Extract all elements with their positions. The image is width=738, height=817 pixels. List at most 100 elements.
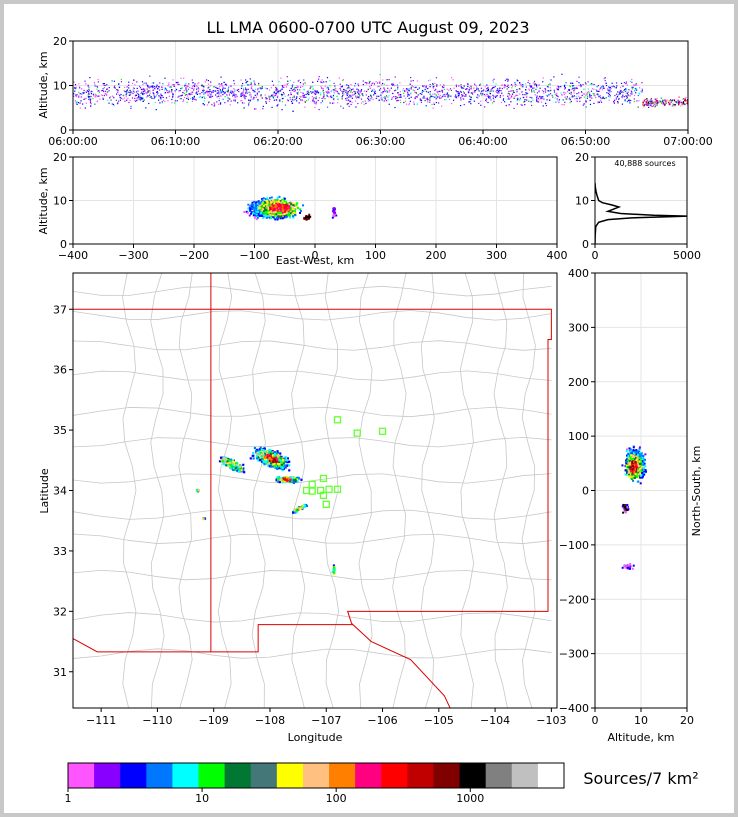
time-source-point — [457, 90, 459, 93]
time-source-point — [349, 100, 351, 102]
ew-density-cell — [294, 214, 297, 217]
time-source-point — [469, 101, 471, 103]
time-source-point — [250, 87, 252, 89]
time-source-point — [283, 86, 285, 89]
time-source-point — [356, 95, 359, 97]
time-source-point — [477, 88, 479, 90]
time-source-point — [384, 89, 386, 91]
time-source-point — [97, 90, 99, 92]
time-source-point — [308, 91, 310, 94]
time-source-point — [297, 80, 299, 82]
time-source-point — [682, 102, 685, 104]
ew-density-cell — [276, 202, 279, 205]
time-source-point — [202, 90, 204, 92]
time-source-point — [227, 90, 229, 92]
map-density-cell — [282, 467, 285, 470]
time-source-point — [679, 101, 682, 104]
ew-density-cell — [269, 199, 272, 202]
time-source-point — [188, 83, 190, 85]
time-source-point — [242, 87, 244, 89]
time-source-point — [345, 91, 347, 94]
time-source-point — [458, 94, 460, 97]
time-source-point — [261, 97, 263, 99]
time-source-point — [651, 103, 653, 105]
time-source-point — [489, 92, 491, 94]
time-source-point — [419, 98, 421, 100]
time-source-point — [573, 92, 575, 94]
time-source-point — [506, 98, 508, 100]
time-source-point — [98, 90, 100, 92]
time-source-point — [405, 97, 407, 99]
time-source-point — [257, 89, 259, 91]
time-source-point — [79, 86, 81, 88]
time-source-point — [357, 96, 359, 98]
time-source-point — [604, 77, 606, 79]
time-source-point — [528, 88, 530, 90]
time-source-point — [367, 100, 369, 102]
time-source-point — [96, 88, 98, 90]
time-source-point — [132, 92, 134, 94]
time-source-point — [531, 104, 533, 107]
time-source-point — [434, 93, 436, 95]
map-density-cell — [277, 467, 281, 470]
ew-density-cell — [261, 214, 264, 217]
time-source-point — [379, 74, 381, 76]
time-source-point — [338, 93, 340, 95]
ew-density-cell — [286, 204, 289, 207]
time-source-point — [621, 97, 623, 99]
map-ytick-label: 35 — [53, 424, 67, 437]
time-source-point — [599, 100, 602, 102]
time-source-point — [630, 90, 632, 92]
time-source-point — [264, 94, 266, 96]
time-source-point — [120, 93, 122, 96]
time-source-point — [222, 91, 225, 93]
time-source-point — [241, 92, 243, 94]
ew-density-cell — [288, 212, 291, 215]
time-source-point — [677, 102, 680, 105]
time-source-point — [618, 98, 620, 100]
time-source-point — [98, 95, 100, 97]
county-boundary — [358, 273, 373, 708]
time-source-point — [435, 98, 437, 100]
time-source-point — [437, 95, 440, 97]
time-axes-frame — [72, 40, 689, 131]
time-source-point — [322, 89, 324, 91]
time-source-point — [662, 103, 664, 105]
time-source-point — [444, 93, 446, 95]
time-source-point — [621, 91, 623, 93]
time-source-point — [496, 89, 498, 92]
time-source-point — [128, 101, 130, 104]
time-source-point — [544, 102, 547, 105]
time-source-point — [556, 88, 559, 90]
time-source-point — [493, 100, 495, 103]
time-source-point — [660, 102, 663, 105]
map-density-cell — [249, 457, 252, 460]
time-source-point — [290, 93, 292, 95]
time-source-point — [87, 91, 89, 93]
time-source-point — [294, 89, 296, 91]
time-source-point — [479, 83, 481, 85]
time-source-point — [186, 101, 188, 103]
time-source-point — [576, 97, 578, 100]
time-source-point — [676, 102, 678, 104]
time-source-point — [547, 85, 549, 88]
time-source-point — [296, 100, 298, 102]
time-source-point — [244, 98, 246, 100]
ew-density-cell — [246, 211, 249, 214]
time-source-point — [299, 81, 302, 84]
time-source-point — [217, 89, 219, 92]
time-source-point — [605, 84, 608, 87]
time-source-point — [619, 90, 621, 93]
time-source-point — [374, 92, 376, 95]
time-source-point — [516, 91, 518, 93]
time-source-point — [568, 92, 571, 94]
time-source-point — [339, 88, 341, 90]
map-xtick-label: −107 — [311, 714, 341, 727]
time-source-point — [538, 99, 540, 101]
time-source-point — [615, 97, 617, 99]
time-source-point — [303, 94, 306, 96]
time-source-point — [297, 91, 299, 93]
time-source-point — [160, 98, 162, 100]
time-source-point — [396, 100, 398, 102]
